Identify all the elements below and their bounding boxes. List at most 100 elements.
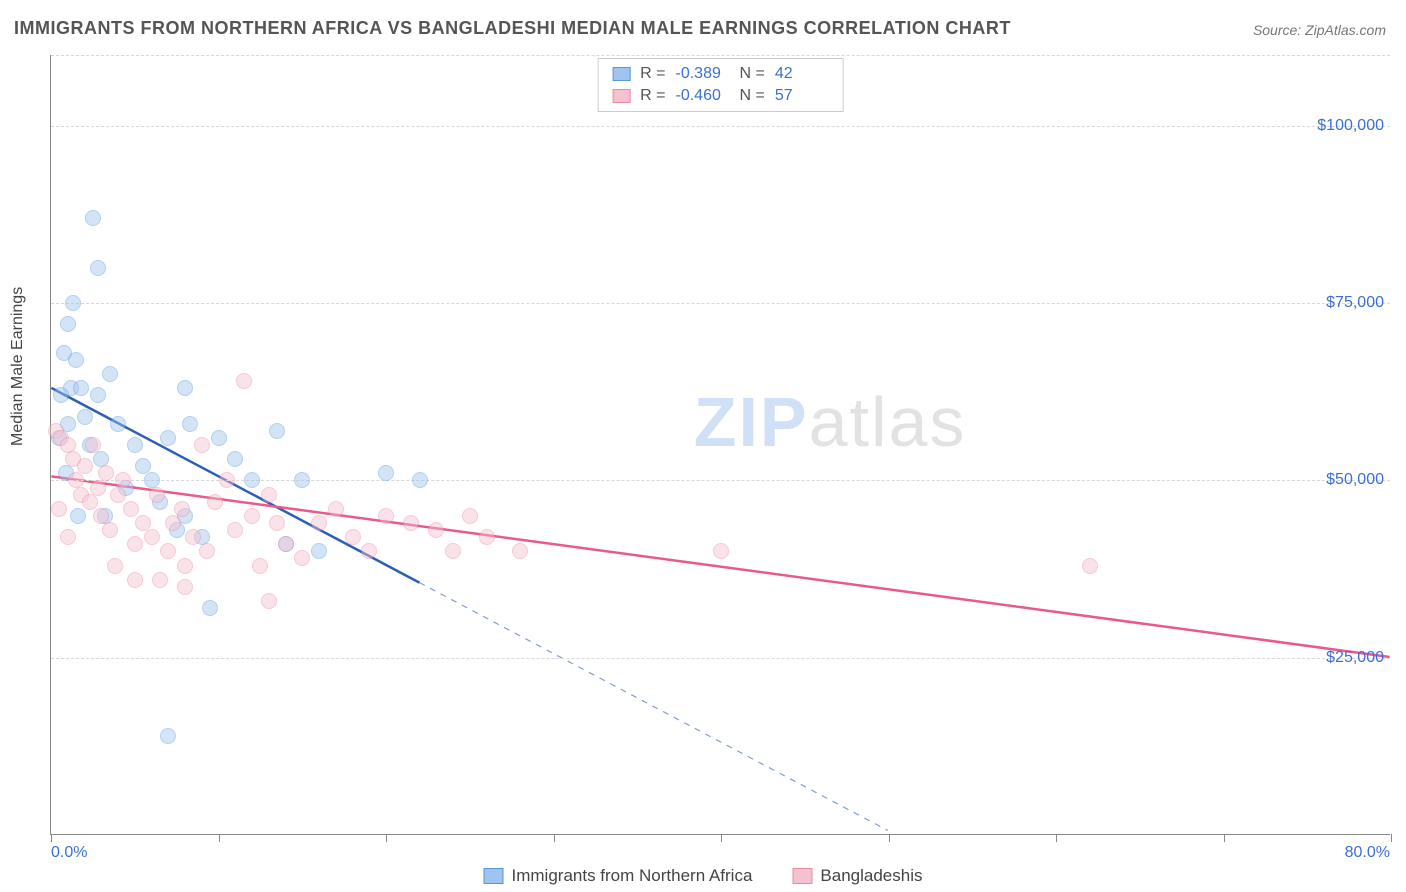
scatter-point — [227, 451, 243, 467]
chart-title: IMMIGRANTS FROM NORTHERN AFRICA VS BANGL… — [14, 18, 1011, 39]
x-tick — [889, 834, 890, 842]
scatter-point — [269, 515, 285, 531]
scatter-point — [70, 508, 86, 524]
gridline-h — [51, 55, 1390, 56]
scatter-point — [160, 430, 176, 446]
stats-row-a: R = -0.389 N = 42 — [612, 63, 829, 85]
scatter-point — [211, 430, 227, 446]
scatter-point — [110, 416, 126, 432]
scatter-point — [403, 515, 419, 531]
scatter-point — [102, 522, 118, 538]
stats-row-b: R = -0.460 N = 57 — [612, 85, 829, 107]
plot-area: ZIPatlas R = -0.389 N = 42 R = -0.460 N … — [50, 55, 1390, 835]
scatter-point — [207, 494, 223, 510]
scatter-point — [177, 558, 193, 574]
r-label-a: R = — [640, 63, 665, 85]
x-tick — [1056, 834, 1057, 842]
legend-item-b: Bangladeshis — [792, 866, 922, 886]
scatter-point — [127, 536, 143, 552]
scatter-point — [174, 501, 190, 517]
r-value-a: -0.389 — [676, 63, 730, 85]
scatter-point — [328, 501, 344, 517]
scatter-point — [311, 543, 327, 559]
scatter-point — [90, 260, 106, 276]
scatter-point — [85, 210, 101, 226]
scatter-point — [127, 572, 143, 588]
r-value-b: -0.460 — [676, 85, 730, 107]
n-label-b: N = — [740, 85, 765, 107]
scatter-point — [1082, 558, 1098, 574]
x-tick — [386, 834, 387, 842]
scatter-point — [60, 316, 76, 332]
scatter-point — [53, 387, 69, 403]
x-min-label: 0.0% — [51, 844, 87, 862]
legend-swatch-a — [484, 868, 504, 884]
gridline-h — [51, 303, 1390, 304]
scatter-point — [185, 529, 201, 545]
scatter-point — [177, 380, 193, 396]
scatter-point — [378, 508, 394, 524]
scatter-point — [152, 572, 168, 588]
scatter-point — [194, 437, 210, 453]
n-value-a: 42 — [775, 63, 829, 85]
legend-label-a: Immigrants from Northern Africa — [512, 866, 753, 886]
scatter-point — [182, 416, 198, 432]
scatter-point — [77, 409, 93, 425]
scatter-point — [65, 295, 81, 311]
swatch-series-b — [612, 89, 630, 103]
scatter-point — [345, 529, 361, 545]
scatter-point — [202, 600, 218, 616]
trendlines-svg — [51, 55, 1390, 834]
scatter-point — [294, 550, 310, 566]
scatter-point — [107, 558, 123, 574]
x-tick — [554, 834, 555, 842]
scatter-point — [412, 472, 428, 488]
watermark-atlas: atlas — [809, 383, 967, 461]
x-tick — [1391, 834, 1392, 842]
n-value-b: 57 — [775, 85, 829, 107]
x-tick — [219, 834, 220, 842]
source-value: ZipAtlas.com — [1305, 22, 1386, 38]
scatter-point — [219, 472, 235, 488]
y-axis-title: Median Male Earnings — [9, 287, 27, 446]
r-label-b: R = — [640, 85, 665, 107]
scatter-point — [90, 387, 106, 403]
legend-swatch-b — [792, 868, 812, 884]
bottom-legend: Immigrants from Northern Africa Banglade… — [484, 866, 923, 886]
scatter-point — [144, 529, 160, 545]
y-tick-label: $75,000 — [1326, 294, 1384, 312]
scatter-point — [278, 536, 294, 552]
scatter-point — [51, 501, 67, 517]
scatter-point — [713, 543, 729, 559]
scatter-point — [445, 543, 461, 559]
scatter-point — [160, 543, 176, 559]
scatter-point — [82, 494, 98, 510]
scatter-point — [378, 465, 394, 481]
scatter-point — [123, 501, 139, 517]
y-tick-label: $100,000 — [1317, 117, 1384, 135]
scatter-point — [244, 472, 260, 488]
scatter-point — [199, 543, 215, 559]
scatter-point — [361, 543, 377, 559]
scatter-point — [294, 472, 310, 488]
scatter-point — [149, 487, 165, 503]
y-tick-label: $25,000 — [1326, 649, 1384, 667]
scatter-point — [462, 508, 478, 524]
scatter-point — [85, 437, 101, 453]
stats-legend-box: R = -0.389 N = 42 R = -0.460 N = 57 — [597, 58, 844, 112]
scatter-point — [261, 593, 277, 609]
n-label-a: N = — [740, 63, 765, 85]
x-tick — [1224, 834, 1225, 842]
scatter-point — [252, 558, 268, 574]
x-tick — [721, 834, 722, 842]
scatter-point — [102, 366, 118, 382]
watermark-zip: ZIP — [694, 383, 809, 461]
scatter-point — [160, 728, 176, 744]
scatter-point — [227, 522, 243, 538]
gridline-h — [51, 658, 1390, 659]
scatter-point — [115, 472, 131, 488]
source-label: Source: ZipAtlas.com — [1253, 22, 1386, 38]
scatter-point — [127, 437, 143, 453]
scatter-point — [244, 508, 260, 524]
scatter-point — [110, 487, 126, 503]
